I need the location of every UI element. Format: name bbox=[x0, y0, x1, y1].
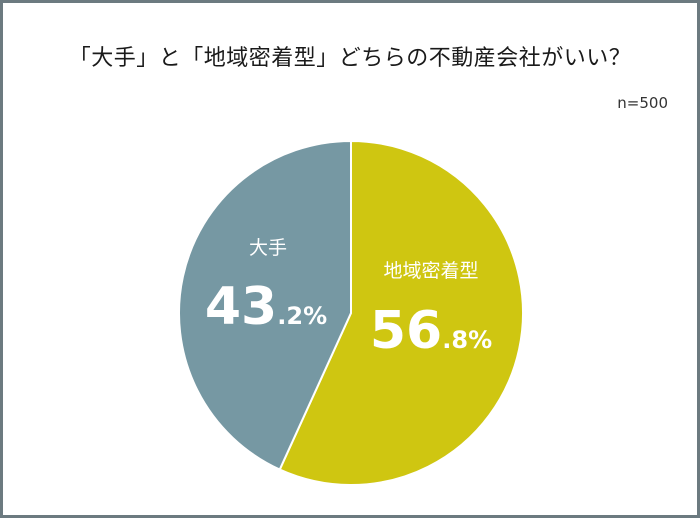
slice-value-ote-dec: .2% bbox=[277, 302, 327, 330]
sample-size-label: n=500 bbox=[617, 94, 668, 112]
pie-slice-1 bbox=[178, 139, 352, 471]
pie-slices bbox=[178, 139, 524, 486]
slice-value-ote: 43.2% bbox=[205, 277, 327, 337]
slice-value-chiiki-int: 56 bbox=[370, 301, 442, 361]
slice-value-chiiki-dec: .8% bbox=[442, 326, 492, 354]
slice-label-chiiki: 地域密着型 bbox=[383, 260, 478, 282]
pie-slice-0 bbox=[278, 139, 524, 486]
chart-title: 「大手」と「地域密着型」どちらの不動産会社がいい？ bbox=[68, 46, 632, 71]
slice-value-chiiki: 56.8% bbox=[370, 301, 492, 361]
slice-label-ote: 大手 bbox=[249, 237, 287, 259]
slice-value-ote-int: 43 bbox=[205, 277, 277, 337]
